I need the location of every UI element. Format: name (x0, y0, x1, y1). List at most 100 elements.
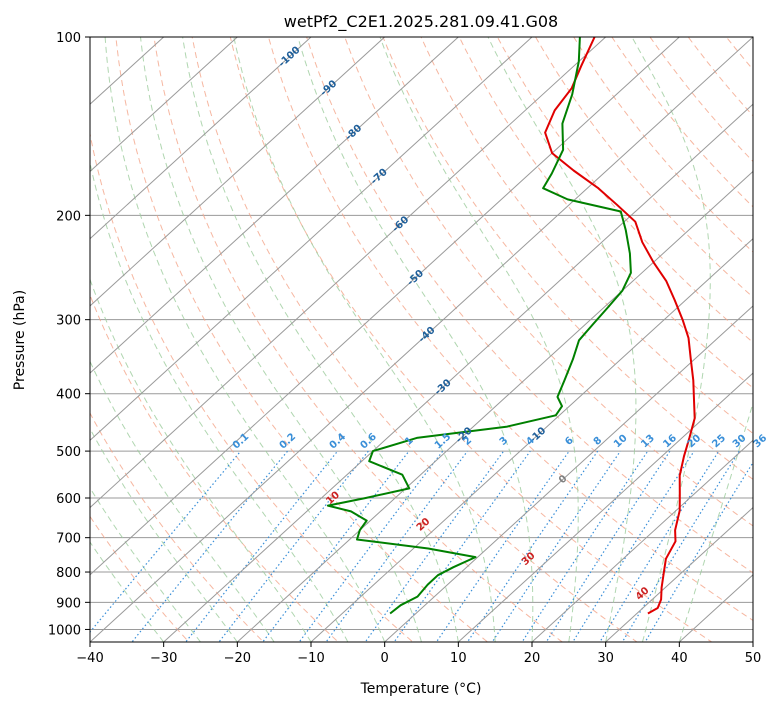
mixing-ratio-label: 0.2 (278, 431, 299, 451)
dry-adiabat-line (382, 37, 753, 481)
y-tick-label: 100 (56, 31, 81, 46)
mixing-ratio-line (435, 450, 570, 642)
y-tick-label: 700 (56, 532, 81, 547)
moist-adiabat-line (297, 37, 534, 642)
label-layer: -100-90-80-70-60-50-40-30-20 -10010203040… (231, 45, 770, 603)
mixing-ratio-line (521, 450, 649, 642)
moist-adiabat-line (140, 37, 422, 642)
moist-adiabat-line (90, 541, 165, 642)
y-tick-label: 900 (56, 596, 81, 611)
mixing-ratio-label: 6 (563, 435, 576, 448)
isotherm-line (90, 37, 533, 442)
plot-frame (89, 36, 754, 643)
dry-adiabat-label: 30 (520, 550, 538, 568)
y-tick-label: 800 (56, 566, 81, 581)
moist-adiabat-line (182, 37, 459, 642)
isotherm-line (457, 372, 753, 642)
isotherm-line (90, 37, 386, 307)
mixing-ratio-label: 13 (639, 433, 657, 451)
series-layer (326, 37, 696, 615)
y-axis-label: Pressure (hPa) (12, 290, 28, 390)
mixing-ratio-line (364, 450, 505, 642)
axis-layer: −40 −30 −20 −10 0 10 20 30 40 5010020030040050060… (48, 31, 761, 666)
mixing-ratio-label: 3 (498, 435, 511, 448)
x-tick-label: 40 (671, 651, 688, 666)
y-tick-label: 400 (56, 388, 81, 403)
mixing-ratio-label: 36 (752, 433, 770, 451)
x-tick-label: 20 (524, 651, 541, 666)
chart-title: wetPf2_C2E1.2025.281.09.41.G08 (284, 12, 558, 32)
x-tick-label: −10 (297, 651, 324, 666)
isotherm-line (90, 37, 681, 576)
dry-adiabat-line (534, 37, 753, 298)
dry-adiabat-line (420, 37, 753, 435)
isotherm-line (90, 37, 312, 240)
isotherm-line (90, 37, 460, 374)
x-tick-label: 30 (597, 651, 614, 666)
dry-adiabat-line (496, 37, 753, 344)
moist-adiabat-line (487, 37, 637, 642)
isotherm-line (90, 37, 239, 173)
mixing-ratio-line (131, 450, 289, 642)
moist-adiabat-line (90, 160, 349, 642)
dry-adiabat-line (90, 412, 265, 642)
mixing-ratio-line (393, 450, 531, 642)
dry-adiabat-label: 40 (634, 585, 652, 603)
mixing-ratio-label: 2 (462, 435, 475, 448)
isotherm-line (90, 37, 165, 105)
dry-adiabat-line (153, 37, 564, 642)
isotherm-line (236, 170, 753, 642)
isotherm-line (752, 641, 753, 642)
dry-adiabat-line (344, 37, 753, 527)
x-tick-label: −30 (150, 651, 177, 666)
moist-adiabat-line (379, 37, 579, 642)
moist-adiabat-line (678, 401, 753, 642)
y-tick-label: 600 (56, 492, 81, 507)
mixing-ratio-line (644, 461, 753, 642)
moist-adiabat-line (104, 37, 386, 642)
y-tick-label: 1000 (48, 623, 81, 638)
isotherm-line (162, 103, 753, 642)
mixing-ratio-line (218, 450, 369, 642)
mixing-ratio-line (184, 450, 339, 642)
isotherm-line (90, 37, 753, 642)
mixing-ratio-label: 16 (661, 433, 679, 451)
y-tick-label: 200 (56, 209, 81, 224)
mixing-ratio-line (545, 450, 671, 642)
x-tick-label: 0 (381, 651, 389, 666)
mixing-ratio-label: 10 (612, 433, 630, 451)
dry-adiabat-line (115, 37, 489, 642)
mixing-ratio-label: 8 (592, 435, 605, 448)
moist-adiabat-line (90, 487, 201, 642)
moist-adiabat-line (233, 37, 496, 642)
moist-adiabat-line (631, 37, 711, 642)
x-tick-label: 10 (450, 651, 467, 666)
y-tick-label: 300 (56, 314, 81, 329)
moist-adiabat-line (90, 427, 238, 642)
isotherm-line (383, 305, 753, 642)
mixing-ratio-label: 20 (686, 433, 704, 451)
mixing-ratio-label: 0.4 (328, 431, 349, 451)
mixing-ratio-label: 0.1 (231, 431, 252, 451)
grid-layer (90, 10, 775, 654)
x-tick-label: 50 (745, 651, 762, 666)
isotherm-line (678, 574, 753, 642)
x-tick-label: −20 (224, 651, 251, 666)
dry-adiabat-line (611, 37, 753, 208)
dry-adiabat-line (743, 10, 775, 654)
x-axis-label: Temperature (°C) (360, 681, 482, 697)
mixing-ratio-label: 25 (710, 433, 728, 451)
temperature-profile-line (544, 37, 696, 615)
x-tick-label: −40 (76, 651, 103, 666)
isotherm-line (531, 439, 753, 642)
dry-adiabat-line (267, 37, 753, 622)
dry-adiabat-line (687, 37, 753, 117)
mixing-ratio-label: 1 (403, 435, 416, 448)
dry-adiabat-line (90, 293, 339, 642)
moist-adiabat-line (90, 360, 275, 642)
dry-adiabat-line (229, 37, 713, 642)
dry-adiabat-line (90, 131, 414, 642)
mixing-ratio-line (262, 450, 410, 642)
mixing-ratio-line (491, 450, 621, 642)
